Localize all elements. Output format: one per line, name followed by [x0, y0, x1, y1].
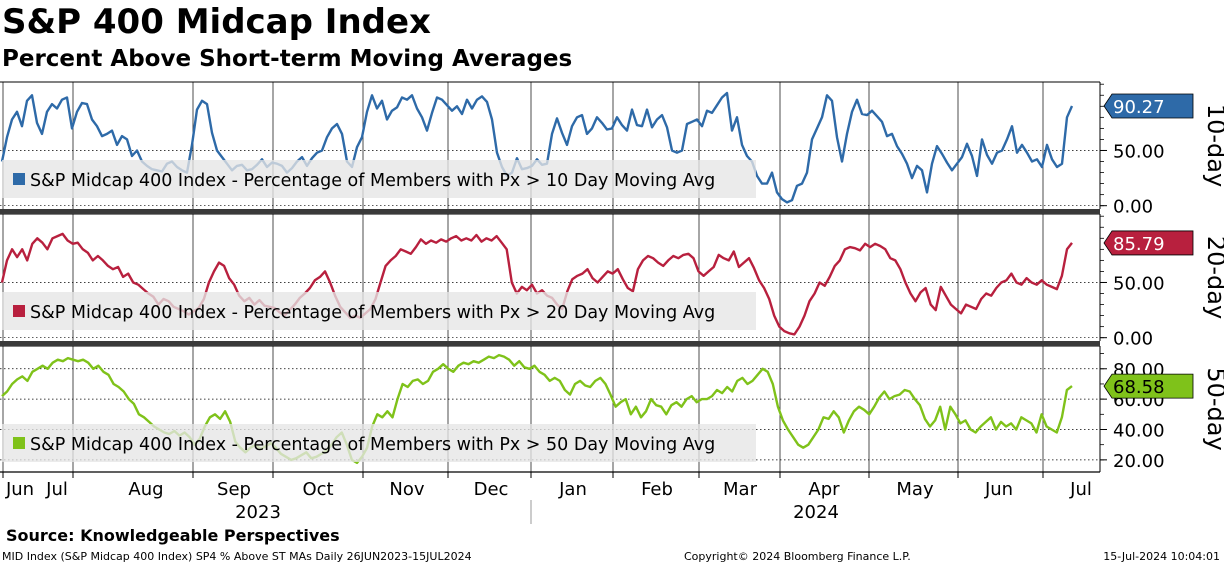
y-tick-label: 40.00 — [1113, 420, 1165, 441]
y-tick-label: 20.00 — [1113, 451, 1165, 472]
year-label: 2024 — [793, 502, 839, 523]
y-tick-label: 0.00 — [1113, 329, 1153, 350]
panel-side-label: 50-day — [1202, 367, 1224, 450]
legend-box — [2, 424, 756, 462]
x-tick-label: Nov — [389, 479, 424, 500]
chart-title: S&P 400 Midcap Index — [2, 2, 431, 42]
legend-swatch — [13, 173, 25, 185]
legend-label: S&P Midcap 400 Index - Percentage of Mem… — [30, 303, 715, 323]
footer-description: MID Index (S&P Midcap 400 Index) SP4 % A… — [2, 550, 472, 563]
chart-subtitle: Percent Above Short-term Moving Averages — [2, 46, 573, 72]
legend-label: S&P Midcap 400 Index - Percentage of Mem… — [30, 435, 715, 455]
source-note: Source: Knowledgeable Perspectives — [6, 526, 340, 545]
legend-label: S&P Midcap 400 Index - Percentage of Mem… — [30, 171, 715, 191]
x-tick-label: Jun — [984, 479, 1013, 500]
y-tick-label: 0.00 — [1113, 197, 1153, 218]
legend-box — [2, 160, 756, 198]
last-value-badge — [1103, 230, 1194, 256]
y-tick-label: 50.00 — [1113, 273, 1165, 294]
panel-side-label: 20-day — [1202, 236, 1224, 319]
panel-separator — [0, 341, 1100, 346]
last-value-label: 90.27 — [1113, 97, 1165, 118]
last-value-label: 85.79 — [1113, 234, 1165, 255]
x-tick-label: Mar — [723, 479, 758, 500]
x-tick-label: Jan — [558, 479, 587, 500]
x-tick-label: Jul — [45, 479, 68, 500]
x-tick-label: Feb — [641, 479, 673, 500]
legend-swatch — [13, 305, 25, 317]
panel-side-label: 10-day — [1202, 104, 1224, 187]
legend-box — [2, 292, 756, 330]
x-tick-label: Oct — [302, 479, 333, 500]
year-label: 2023 — [235, 502, 281, 523]
x-tick-label: May — [896, 479, 934, 500]
x-tick-label: Apr — [808, 479, 840, 500]
x-tick-label: Dec — [474, 479, 509, 500]
last-value-label: 68.58 — [1113, 377, 1165, 398]
footer-copyright: Copyright© 2024 Bloomberg Finance L.P. — [684, 550, 911, 563]
x-tick-label: Jul — [1069, 479, 1092, 500]
last-value-badge — [1103, 93, 1194, 119]
legend-swatch — [13, 437, 25, 449]
x-tick-label: Aug — [128, 479, 163, 500]
last-value-badge — [1103, 373, 1194, 399]
x-tick-label: Sep — [217, 479, 251, 500]
footer-timestamp: 15-Jul-2024 10:04:01 — [1103, 550, 1220, 563]
x-tick-label: Jun — [5, 479, 34, 500]
y-tick-label: 50.00 — [1113, 141, 1165, 162]
panel-separator — [0, 209, 1100, 214]
